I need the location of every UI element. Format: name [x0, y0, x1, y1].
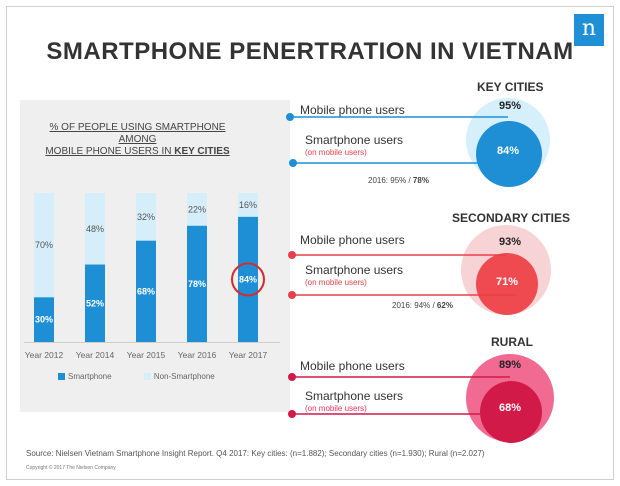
key-cities-mobile-label: Mobile phone users [300, 103, 405, 117]
label-non-smartphone-4: 22% [188, 204, 206, 214]
key-cities-2016-note: 2016: 95% / 78% [368, 176, 429, 185]
highlight-circle [231, 262, 265, 297]
secondary-smart-label: Smartphone users [305, 263, 404, 277]
chart-title-line-3: MOBILE PHONE USERS IN KEY CITIES [20, 146, 255, 158]
legend-item-non-smartphone: Non-Smartphone [143, 372, 215, 381]
legend-label-smartphone: Smartphone [68, 372, 112, 381]
chart-title-line-3-prefix: MOBILE PHONE USERS IN [45, 146, 175, 157]
rural-mobile-pct: 89% [498, 359, 522, 371]
secondary-2016-prefix: 2016: 94% / [392, 301, 437, 310]
label-smartphone-1: 30% [35, 315, 53, 325]
tick-label-5: Year 2017 [229, 350, 268, 360]
legend-item-smartphone: Smartphone [58, 372, 112, 381]
key-cities-smart-dot [289, 159, 297, 167]
rural-smart-dot [288, 410, 296, 418]
key-cities-mobile-dot [286, 113, 294, 121]
secondary-cities-smart-dot [288, 291, 296, 299]
key-cities-mobile-pct: 95% [498, 100, 522, 112]
secondary-2016-note: 2016: 94% / 62% [392, 301, 453, 310]
copyright-note: Copyright © 2017 The Nielsen Company [26, 465, 116, 471]
legend-label-non-smartphone: Non-Smartphone [153, 372, 215, 381]
rural-mobile-label: Mobile phone users [300, 359, 405, 373]
chart-title: % OF PEOPLE USING SMARTPHONE AMONG MOBIL… [20, 122, 255, 158]
rural-smart-circle [480, 381, 542, 443]
key-cities-2016-value: 78% [412, 176, 429, 185]
region-title-key-cities: KEY CITIES [477, 80, 544, 94]
label-smartphone-3: 68% [137, 286, 155, 296]
secondary-mobile-label: Mobile phone users [300, 233, 405, 247]
chart-title-line-1: % OF PEOPLE USING SMARTPHONE [49, 122, 226, 133]
secondary-2016-value: 62% [436, 301, 453, 310]
secondary-cities-mobile-dot [288, 251, 296, 259]
legend-swatch-non-smartphone [143, 373, 151, 381]
tick-label-2: Year 2014 [76, 350, 115, 360]
legend-swatch-smartphone [58, 373, 65, 381]
secondary-mobile-pct: 93% [498, 236, 522, 248]
source-note: Source: Nielsen Vietnam Smartphone Insig… [26, 449, 485, 458]
bar-smartphone-4 [187, 225, 207, 342]
bar-smartphone-3 [136, 240, 156, 342]
key-cities-smart-pct: 84% [496, 145, 520, 157]
bar-smartphone-5 [238, 216, 258, 342]
chart-title-line-3-bold: KEY CITIES [174, 146, 230, 157]
key-cities-smart-label: Smartphone users [305, 133, 404, 147]
key-cities-2016-prefix: 2016: 95% / [368, 176, 413, 185]
tick-label-4: Year 2016 [178, 350, 217, 360]
label-smartphone-2: 52% [86, 298, 104, 308]
label-smartphone-5: 84% [239, 274, 257, 284]
label-non-smartphone-5: 16% [239, 200, 257, 210]
bar-smartphone-1 [34, 297, 54, 342]
chart-legend: Smartphone Non-Smartphone [58, 372, 245, 381]
nielsen-logo: n [574, 14, 604, 46]
label-non-smartphone-1: 70% [35, 240, 53, 250]
bar-non-smartphone-3 [136, 193, 156, 241]
rural-smart-label: Smartphone users [305, 389, 404, 403]
secondary-smart-pct: 71% [495, 276, 519, 288]
label-non-smartphone-2: 48% [86, 224, 104, 234]
bar-non-smartphone-1 [34, 193, 54, 298]
bar-non-smartphone-4 [187, 193, 207, 226]
key-cities-smart-sublabel: (on mobile users) [305, 148, 367, 157]
main-title: SMARTPHONE PENERTRATION IN VIETNAM [46, 38, 574, 65]
rural-smart-sublabel: (on mobile users) [305, 404, 367, 413]
bar-non-smartphone-5 [238, 193, 258, 217]
tick-label-3: Year 2015 [127, 350, 166, 360]
rural-mobile-dot [288, 373, 296, 381]
label-smartphone-4: 78% [188, 279, 206, 289]
chart-title-line-2: AMONG [118, 134, 157, 145]
rural-smart-pct: 68% [498, 402, 522, 414]
secondary-smart-sublabel: (on mobile users) [305, 278, 367, 287]
secondary-cities-smart-circle [476, 253, 538, 315]
key-cities-smart-circle [476, 121, 542, 187]
region-title-secondary-cities: SECONDARY CITIES [452, 211, 571, 225]
bar-non-smartphone-2 [85, 193, 105, 265]
label-non-smartphone-3: 32% [137, 212, 155, 222]
bar-smartphone-2 [85, 264, 105, 342]
region-title-rural: RURAL [491, 335, 533, 349]
tick-label-1: Year 2012 [25, 350, 64, 360]
